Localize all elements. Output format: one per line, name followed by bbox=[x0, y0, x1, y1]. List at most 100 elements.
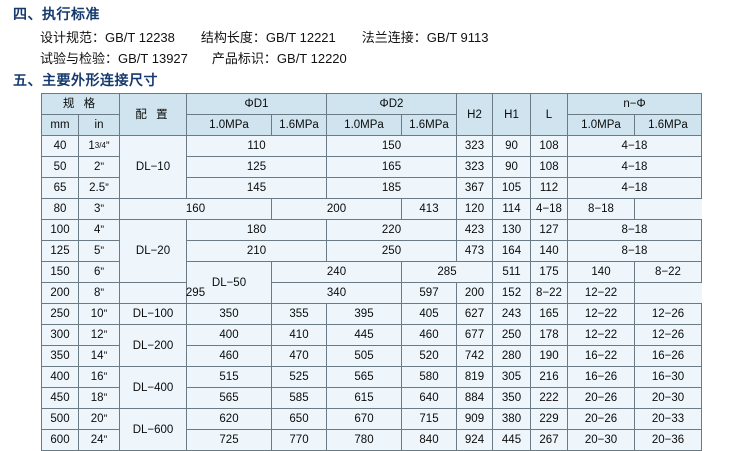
table-body: 40 13/4” DL−10 110 150 323 90 108 4−18 50 2” 125 165… bbox=[41, 135, 702, 451]
cell-size-in: 10” bbox=[78, 303, 120, 325]
cell-n-phi-1.0mpa: 20−26 bbox=[567, 387, 635, 409]
cell-h1: 175 bbox=[530, 261, 568, 283]
cell-d2-1.6mpa: 715 bbox=[401, 408, 457, 430]
cell-h2: 742 bbox=[456, 345, 493, 367]
cell-h1: 105 bbox=[492, 177, 531, 199]
cell-n-phi: 8−18 bbox=[567, 219, 702, 241]
cell-h1: 120 bbox=[456, 198, 493, 220]
cell-d2: 150 bbox=[326, 135, 457, 157]
cell-l: 152 bbox=[492, 282, 531, 304]
table-header-row-1: 规 格 配 置 ΦD1 ΦD2 H2 H1 L n−Φ bbox=[41, 93, 702, 136]
standard-design-spec-label: 设计规范： bbox=[40, 30, 106, 45]
header-d2: ΦD2 bbox=[326, 93, 457, 115]
cell-l: 140 bbox=[567, 261, 635, 283]
cell-size-mm: 300 bbox=[41, 324, 79, 346]
cell-l: 127 bbox=[530, 219, 568, 241]
cell-d2: 185 bbox=[326, 177, 457, 199]
cell-d1: 240 bbox=[271, 261, 402, 283]
cell-d1: 180 bbox=[186, 219, 327, 241]
cell-config: DL−600 bbox=[119, 408, 187, 451]
cell-size-in: 24” bbox=[78, 429, 120, 451]
cell-n-phi-1.6mpa: 20−36 bbox=[634, 429, 702, 451]
cell-n-phi-1.0mpa: 12−22 bbox=[567, 303, 635, 325]
cell-size-mm: 80 bbox=[41, 198, 79, 220]
cell-n-phi-1.0mpa: 4−18 bbox=[530, 198, 568, 220]
cell-l: 114 bbox=[492, 198, 531, 220]
cell-h1: 164 bbox=[492, 240, 531, 262]
cell-size-mm: 250 bbox=[41, 303, 79, 325]
header-l: L bbox=[530, 93, 568, 136]
cell-size-mm: 600 bbox=[41, 429, 79, 451]
standard-design-spec: 设计规范：GB/T 12238 bbox=[40, 27, 175, 46]
table-header-row-2: mm in 1.0MPa 1.6MPa 1.0MPa 1.6MPa 1.0MPa… bbox=[41, 114, 702, 136]
cell-n-phi: 8−22 bbox=[634, 261, 702, 283]
cell-h2: 924 bbox=[456, 429, 493, 451]
cell-n-phi-1.6mpa: 12−26 bbox=[634, 324, 702, 346]
cell-d1-1.6mpa: 410 bbox=[271, 324, 327, 346]
cell-n-phi-1.0mpa: 8−22 bbox=[530, 282, 568, 304]
cell-d1: 145 bbox=[186, 177, 327, 199]
cell-d1-1.0mpa: 725 bbox=[186, 429, 272, 451]
cell-h2: 367 bbox=[456, 177, 493, 199]
standard-flange-connection: 法兰连接：GB/T 9113 bbox=[362, 27, 489, 46]
header-d2-1.0mpa: 1.0MPa bbox=[326, 114, 402, 136]
cell-d2-1.0mpa: 565 bbox=[326, 366, 402, 388]
cell-d2: 220 bbox=[326, 219, 457, 241]
table-row: 400 16” DL−400 515 525 565 580 819 305 216 16−26 16… bbox=[41, 366, 702, 409]
table-row: 350 14” 460 470 505 520 742 280 190 16−22 16−26 bbox=[41, 345, 702, 367]
cell-h2: 473 bbox=[456, 240, 493, 262]
cell-size-in: 18” bbox=[78, 387, 120, 409]
cell-d1: 295 bbox=[119, 282, 272, 304]
standard-product-marking: 产品标识：GB/T 12220 bbox=[212, 48, 347, 67]
cell-size-mm: 150 bbox=[41, 261, 79, 283]
section-heading-dimensions: 五、主要外形连接尺寸 bbox=[13, 72, 158, 88]
cell-n-phi: 8−18 bbox=[567, 240, 702, 262]
standard-test-inspection-label: 试验与检验： bbox=[40, 51, 119, 66]
cell-n-phi-1.6mpa: 12−26 bbox=[634, 303, 702, 325]
cell-n-phi-1.0mpa: 20−26 bbox=[567, 408, 635, 430]
cell-d1-1.0mpa: 515 bbox=[186, 366, 272, 388]
cell-h1: 90 bbox=[492, 156, 531, 178]
cell-l: 108 bbox=[530, 156, 568, 178]
header-spec: 规 格 bbox=[41, 93, 120, 115]
cell-size-in: 2.5” bbox=[78, 177, 120, 199]
cell-d2-1.6mpa: 580 bbox=[401, 366, 457, 388]
cell-size-in: 5” bbox=[78, 240, 120, 262]
cell-h2: 423 bbox=[456, 219, 493, 241]
table-row: 100 4” DL−20 180 220 423 130 127 8−18 bbox=[41, 219, 702, 283]
header-h2: H2 bbox=[456, 93, 493, 136]
standards-line-2: 试验与检验：GB/T 13927 产品标识：GB/T 12220 bbox=[40, 48, 347, 67]
cell-size-mm: 200 bbox=[41, 282, 79, 304]
cell-d2: 340 bbox=[271, 282, 402, 304]
cell-h1: 350 bbox=[492, 387, 531, 409]
cell-h2: 627 bbox=[456, 303, 493, 325]
standard-flange-connection-value: GB/T 9113 bbox=[426, 30, 489, 45]
cell-h2: 511 bbox=[492, 261, 531, 283]
header-n-phi-1.6mpa: 1.6MPa bbox=[634, 114, 702, 136]
cell-size-mm: 40 bbox=[41, 135, 79, 157]
cell-d2-1.6mpa: 840 bbox=[401, 429, 457, 451]
cell-d1-1.0mpa: 565 bbox=[186, 387, 272, 409]
cell-size-in: 20” bbox=[78, 408, 120, 430]
standards-line-1: 设计规范：GB/T 12238 结构长度：GB/T 12221 法兰连接：GB/T … bbox=[40, 27, 488, 46]
cell-size-mm: 450 bbox=[41, 387, 79, 409]
cell-h2: 909 bbox=[456, 408, 493, 430]
header-h1: H1 bbox=[492, 93, 531, 136]
cell-l: 216 bbox=[530, 366, 568, 388]
cell-d2-1.0mpa: 395 bbox=[326, 303, 402, 325]
cell-size-mm: 100 bbox=[41, 219, 79, 241]
standard-face-to-face-label: 结构长度： bbox=[200, 30, 266, 45]
standard-product-marking-value: GB/T 12220 bbox=[276, 51, 347, 66]
header-spec-in: in bbox=[78, 114, 120, 136]
table-row: 500 20” DL−600 620 650 670 715 909 380 229 20−26 20… bbox=[41, 408, 702, 451]
cell-d2-1.0mpa: 670 bbox=[326, 408, 402, 430]
table-row: 65 2.5” 145 185 367 105 112 4−18 bbox=[41, 177, 702, 199]
header-config: 配 置 bbox=[119, 93, 187, 136]
cell-d1: 210 bbox=[186, 240, 327, 262]
header-n-phi-1.0mpa: 1.0MPa bbox=[567, 114, 635, 136]
cell-n-phi-1.0mpa: 16−22 bbox=[567, 345, 635, 367]
cell-l: 222 bbox=[530, 387, 568, 409]
cell-config: DL−200 bbox=[119, 324, 187, 367]
cell-d2: 250 bbox=[326, 240, 457, 262]
header-d1-1.6mpa: 1.6MPa bbox=[271, 114, 327, 136]
